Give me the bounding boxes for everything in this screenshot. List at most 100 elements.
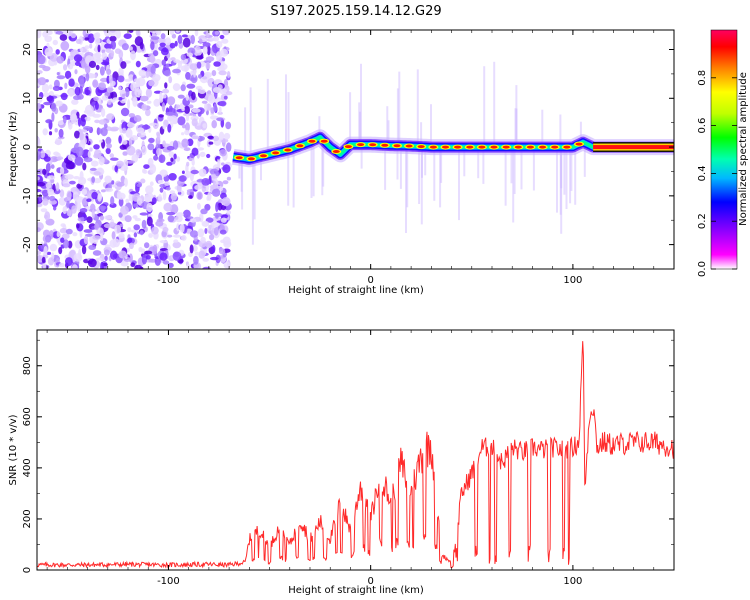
- noise-blob: [75, 38, 82, 45]
- y-tick-label: -10: [22, 188, 33, 204]
- noise-blob: [223, 95, 228, 100]
- noise-blob: [71, 264, 78, 269]
- noise-blob: [98, 156, 105, 166]
- signal-streak: [241, 158, 244, 210]
- noise-blob: [55, 49, 60, 55]
- noise-blob: [126, 160, 135, 164]
- noise-blob: [58, 247, 63, 255]
- noise-blob: [204, 228, 208, 234]
- noise-blob: [116, 160, 124, 167]
- signal-streak: [440, 147, 443, 183]
- snr-frame: [36, 329, 675, 571]
- noise-blob: [94, 119, 100, 124]
- noise-blob: [120, 107, 130, 117]
- noise-blob: [135, 60, 141, 68]
- noise-blob: [191, 136, 200, 140]
- noise-blob: [133, 203, 138, 208]
- noise-blob: [96, 207, 100, 214]
- noise-blob: [118, 86, 122, 91]
- noise-blob: [109, 30, 116, 33]
- colorbar-tick-label: 0.6: [697, 118, 708, 134]
- noise-blob: [216, 40, 223, 49]
- noise-blob: [91, 191, 99, 200]
- noise-blob: [149, 122, 158, 126]
- noise-blob: [173, 239, 179, 243]
- noise-blob: [108, 74, 113, 84]
- noise-blob: [121, 127, 127, 134]
- signal-streak: [287, 149, 290, 206]
- signal-streak: [322, 140, 325, 187]
- noise-blob: [189, 244, 194, 254]
- noise-blob: [145, 185, 154, 195]
- noise-blob: [104, 244, 111, 248]
- noise-blob: [161, 59, 166, 66]
- noise-blob: [110, 126, 120, 131]
- noise-blob: [165, 63, 170, 69]
- noise-blob: [165, 37, 171, 46]
- ridge-peak-inner: [235, 156, 243, 160]
- noise-blob: [189, 77, 197, 82]
- signal-streak: [493, 61, 496, 147]
- noise-blob: [83, 229, 93, 233]
- noise-blob: [143, 169, 148, 174]
- noise-blob: [105, 136, 112, 145]
- noise-blob: [60, 92, 68, 101]
- noise-blob: [181, 106, 185, 112]
- noise-blob: [128, 122, 133, 128]
- noise-blob: [37, 70, 43, 74]
- noise-blob: [85, 65, 91, 74]
- noise-blob: [114, 224, 122, 234]
- noise-blob: [125, 128, 133, 138]
- colorbar-tick-label: 0.8: [697, 70, 708, 86]
- noise-blob: [37, 188, 42, 193]
- x-tick-label: -100: [157, 275, 180, 286]
- signal-streak: [260, 156, 262, 181]
- noise-blob: [127, 99, 131, 110]
- noise-blob: [84, 37, 89, 41]
- signal-streak: [559, 114, 562, 148]
- signal-streak: [515, 108, 518, 148]
- noise-blob: [52, 39, 58, 46]
- noise-blob: [123, 159, 129, 169]
- noise-blob: [165, 111, 175, 116]
- noise-blob: [196, 191, 203, 200]
- signal-streak: [458, 147, 460, 221]
- y-tick-label: 20: [22, 43, 33, 56]
- signal-streak: [360, 144, 363, 169]
- noise-blob: [181, 34, 188, 38]
- signal-streak: [556, 147, 558, 213]
- noise-blob: [114, 165, 118, 173]
- signal-streak: [396, 88, 399, 146]
- noise-blob: [211, 120, 217, 129]
- noise-blob: [162, 260, 170, 265]
- spectrogram-xlabel: Height of straight line (km): [288, 285, 424, 296]
- ridge-peak-inner: [466, 145, 474, 149]
- noise-blob: [210, 256, 219, 261]
- noise-blob: [219, 48, 229, 57]
- noise-blob: [128, 30, 134, 33]
- noise-blob: [201, 220, 210, 227]
- noise-blob: [94, 52, 102, 58]
- noise-blob: [70, 113, 78, 124]
- noise-blob: [222, 30, 230, 36]
- noise-blob: [174, 215, 183, 223]
- signal-streak: [477, 147, 480, 179]
- signal-streak: [312, 140, 315, 197]
- signal-streak: [512, 147, 515, 223]
- noise-blob: [158, 154, 166, 163]
- signal-streak: [253, 158, 256, 220]
- signal-streak: [570, 147, 573, 191]
- noise-blob: [198, 250, 206, 259]
- noise-blob: [93, 171, 101, 176]
- noise-blob: [109, 35, 117, 42]
- noise-blob: [126, 145, 136, 156]
- signal-streak: [574, 146, 577, 205]
- noise-blob: [207, 230, 215, 235]
- noise-blob: [141, 254, 147, 265]
- signal-streak: [420, 122, 423, 147]
- noise-blob: [200, 208, 208, 215]
- signal-streak: [583, 143, 586, 177]
- noise-blob: [44, 211, 51, 221]
- noise-blob: [42, 128, 48, 136]
